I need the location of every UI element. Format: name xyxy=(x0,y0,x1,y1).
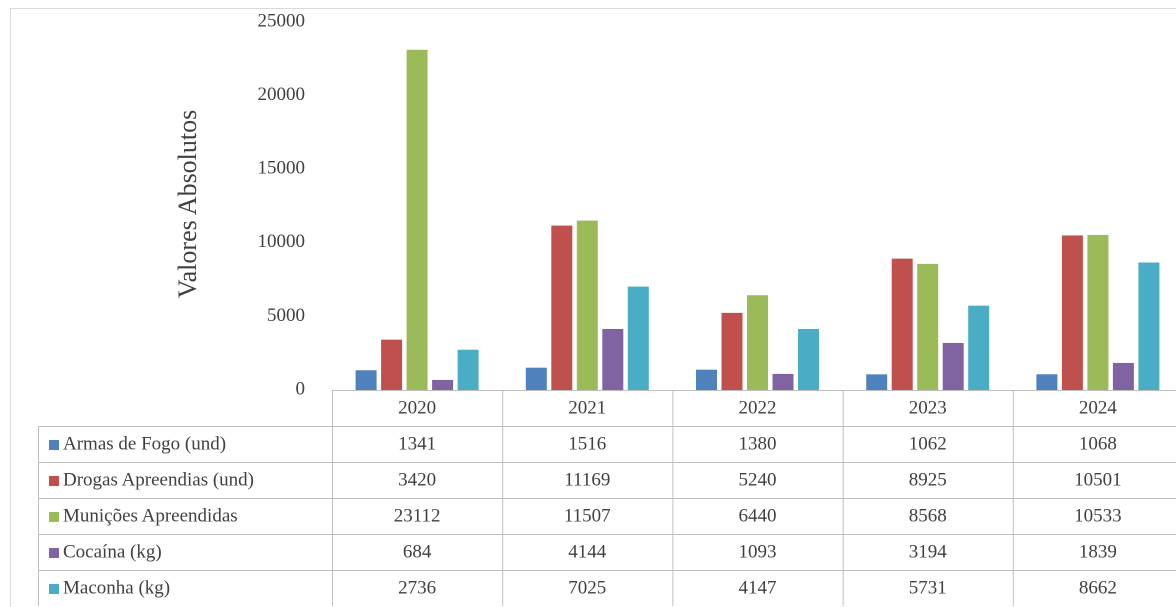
table-value: 1068 xyxy=(1079,433,1117,454)
table-value: 3194 xyxy=(909,541,948,562)
x-tick-label: 2022 xyxy=(739,397,777,418)
table-value: 1341 xyxy=(398,433,436,454)
bar xyxy=(355,370,377,390)
bar xyxy=(525,367,547,390)
y-tick-label: 0 xyxy=(296,378,306,399)
table-value: 684 xyxy=(403,541,432,562)
y-tick-label: 5000 xyxy=(267,305,305,326)
legend-key xyxy=(49,476,59,486)
y-tick-label: 20000 xyxy=(258,84,306,105)
table-value: 11507 xyxy=(564,505,611,526)
bar xyxy=(457,349,479,390)
table-value: 4144 xyxy=(568,541,607,562)
table-value: 8568 xyxy=(909,505,947,526)
table-value: 7025 xyxy=(568,577,606,598)
table-value: 4147 xyxy=(739,577,777,598)
bar xyxy=(1138,262,1160,390)
table-value: 11169 xyxy=(564,469,610,490)
legend-label: Armas de Fogo (und) xyxy=(63,433,226,454)
x-tick-label: 2024 xyxy=(1079,397,1118,418)
table-value: 2736 xyxy=(398,577,436,598)
table-value: 5240 xyxy=(739,469,777,490)
bar xyxy=(866,374,888,390)
y-tick-label: 25000 xyxy=(258,10,306,31)
x-tick-label: 2023 xyxy=(909,397,947,418)
bar xyxy=(1087,234,1109,390)
bar xyxy=(772,373,794,390)
bar xyxy=(798,328,819,390)
y-tick-label: 15000 xyxy=(258,158,306,179)
bar xyxy=(1036,374,1058,390)
bar xyxy=(942,342,964,390)
legend-label: Munições Apreendidas xyxy=(63,505,238,526)
bar xyxy=(432,379,454,390)
table-value: 6440 xyxy=(739,505,777,526)
table-value: 10533 xyxy=(1074,505,1122,526)
table-value: 1516 xyxy=(568,433,606,454)
table-value: 23112 xyxy=(394,505,441,526)
legend-label: Cocaína (kg) xyxy=(63,541,162,562)
table-value: 8662 xyxy=(1079,577,1117,598)
table-value: 3420 xyxy=(398,469,436,490)
table-value: 1839 xyxy=(1079,541,1117,562)
y-axis-label: Valores Absolutos xyxy=(173,110,202,299)
x-tick-label: 2020 xyxy=(398,397,436,418)
bar xyxy=(747,295,768,390)
table-value: 5731 xyxy=(909,577,947,598)
bar xyxy=(1061,235,1083,390)
table-value: 1380 xyxy=(739,433,777,454)
legend-key xyxy=(49,440,59,450)
y-tick-label: 10000 xyxy=(258,231,306,252)
bar xyxy=(627,286,649,390)
x-tick-label: 2021 xyxy=(568,397,606,418)
legend-label: Drogas Apreendias (und) xyxy=(63,469,254,490)
table-value: 1062 xyxy=(909,433,947,454)
bar xyxy=(917,263,939,390)
legend-key xyxy=(49,512,59,522)
bar xyxy=(381,339,403,390)
legend-label: Maconha (kg) xyxy=(63,577,170,598)
bar xyxy=(576,220,598,390)
bar xyxy=(551,225,573,390)
legend-key xyxy=(49,548,59,558)
bar xyxy=(602,329,624,390)
table-value: 8925 xyxy=(909,469,947,490)
bar xyxy=(721,312,743,390)
bar xyxy=(406,49,428,391)
bar xyxy=(968,305,990,390)
bar xyxy=(696,369,717,390)
table-value: 1093 xyxy=(739,541,777,562)
bar xyxy=(891,258,913,390)
legend-key xyxy=(49,584,59,594)
bar xyxy=(1112,362,1134,390)
table-value: 10501 xyxy=(1074,469,1122,490)
